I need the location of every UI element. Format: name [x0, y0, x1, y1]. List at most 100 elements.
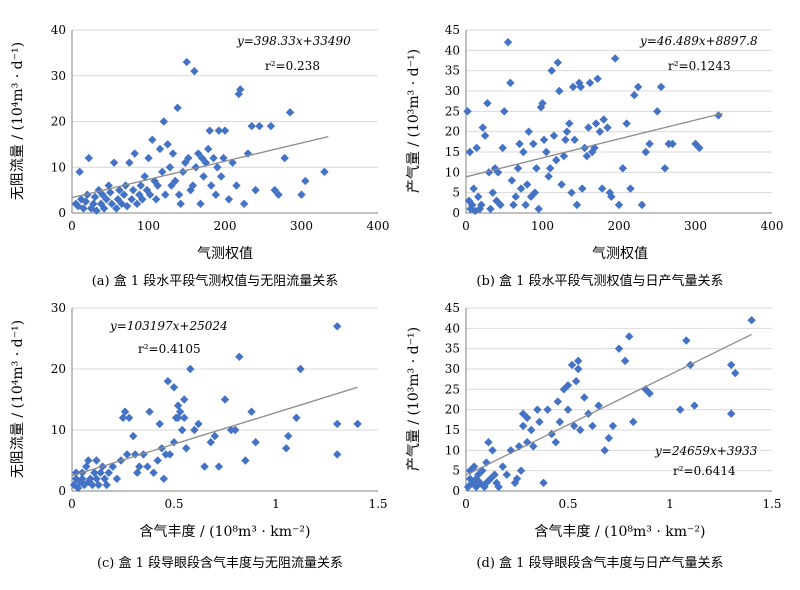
chart-b: 0 5 10 15 20 25 30 35 40 45 0 100 200 300 400 y=46.489x…	[406, 23, 783, 289]
data-point	[480, 131, 490, 140]
data-point	[124, 413, 134, 422]
y-tick-label: 25	[445, 104, 460, 118]
data-point	[292, 413, 301, 422]
data-point	[559, 385, 569, 394]
y-tick-label: 20	[51, 115, 66, 129]
data-point	[574, 356, 583, 366]
data-point	[557, 180, 566, 189]
data-point	[89, 199, 98, 209]
x-axis-title: 含气丰度 / (10⁸m³ · km⁻²)	[140, 524, 311, 540]
data-point	[555, 86, 564, 96]
data-point	[593, 74, 602, 83]
y-tick-label: 40	[51, 23, 66, 37]
x-axis-title: 气测权值	[197, 246, 253, 262]
data-point	[196, 199, 205, 209]
data-point	[576, 82, 585, 92]
data-point	[530, 188, 540, 197]
data-point	[125, 158, 134, 167]
data-point	[205, 126, 214, 135]
data-point	[484, 438, 493, 447]
data-point	[515, 139, 524, 149]
data-point	[98, 190, 107, 199]
y-tick-label: 5	[452, 464, 460, 478]
y-tick-label: 45	[445, 301, 460, 315]
y-tick-label: 10	[51, 160, 66, 174]
data-point	[539, 135, 549, 144]
data-point	[104, 468, 113, 477]
data-point	[524, 127, 533, 136]
data-point	[241, 456, 250, 465]
data-point	[478, 123, 488, 132]
data-point	[75, 167, 84, 177]
data-point	[145, 407, 154, 416]
data-point	[474, 192, 483, 201]
data-point	[163, 377, 173, 386]
data-point	[567, 360, 577, 370]
data-point	[132, 199, 142, 209]
data-point	[143, 462, 152, 471]
data-point	[523, 180, 532, 189]
data-point	[527, 425, 536, 435]
data-point	[109, 158, 119, 167]
data-point	[224, 195, 234, 204]
data-point	[214, 126, 224, 135]
data-point	[270, 185, 279, 195]
data-point	[151, 195, 161, 204]
data-point	[545, 164, 555, 173]
y-tick-label: 20	[445, 403, 460, 417]
data-point	[523, 413, 532, 422]
x-tick-label: 0	[68, 219, 76, 233]
data-point	[516, 184, 526, 193]
data-point	[539, 478, 548, 488]
data-point	[133, 468, 142, 477]
data-point	[518, 421, 528, 431]
data-point	[274, 190, 283, 199]
data-point	[168, 149, 178, 158]
data-point	[90, 192, 100, 202]
data-point	[633, 82, 643, 92]
data-point	[469, 462, 479, 471]
data-point	[620, 356, 630, 366]
x-tick-label: 300	[684, 219, 707, 233]
data-point	[625, 332, 634, 341]
data-point	[188, 181, 198, 190]
y-tick-label: 30	[445, 84, 460, 98]
data-point	[173, 103, 182, 112]
data-point	[228, 158, 237, 167]
data-point	[104, 181, 113, 190]
data-point	[512, 474, 522, 483]
data-point	[580, 393, 589, 402]
data-point	[538, 99, 547, 108]
trend-line	[71, 386, 358, 477]
data-point	[190, 425, 199, 435]
trend-line	[71, 135, 329, 199]
data-point	[543, 405, 552, 414]
data-point	[214, 462, 224, 471]
data-point	[498, 462, 507, 471]
y-tick-label: 25	[445, 382, 460, 396]
y-axis-title: 无阻流量 / (10⁴m³ · d⁻¹)	[10, 320, 26, 478]
data-point	[604, 433, 613, 443]
data-point	[284, 431, 293, 441]
data-point	[169, 383, 179, 392]
data-point	[463, 107, 472, 116]
data-point	[320, 167, 329, 177]
y-tick-label: 30	[51, 69, 66, 83]
data-point	[99, 204, 109, 213]
data-point	[535, 417, 544, 427]
data-point	[266, 121, 276, 131]
data-point	[255, 121, 264, 131]
data-point	[503, 38, 513, 47]
x-tick-label: 300	[290, 219, 313, 233]
data-point	[570, 135, 579, 144]
data-point	[509, 200, 518, 210]
data-point	[155, 419, 164, 429]
data-point	[576, 425, 585, 435]
data-point	[603, 123, 612, 132]
data-point	[519, 147, 528, 157]
data-point	[186, 364, 195, 374]
data-point	[493, 168, 503, 177]
data-point	[502, 470, 511, 479]
data-point	[353, 419, 362, 429]
data-point	[690, 401, 699, 410]
